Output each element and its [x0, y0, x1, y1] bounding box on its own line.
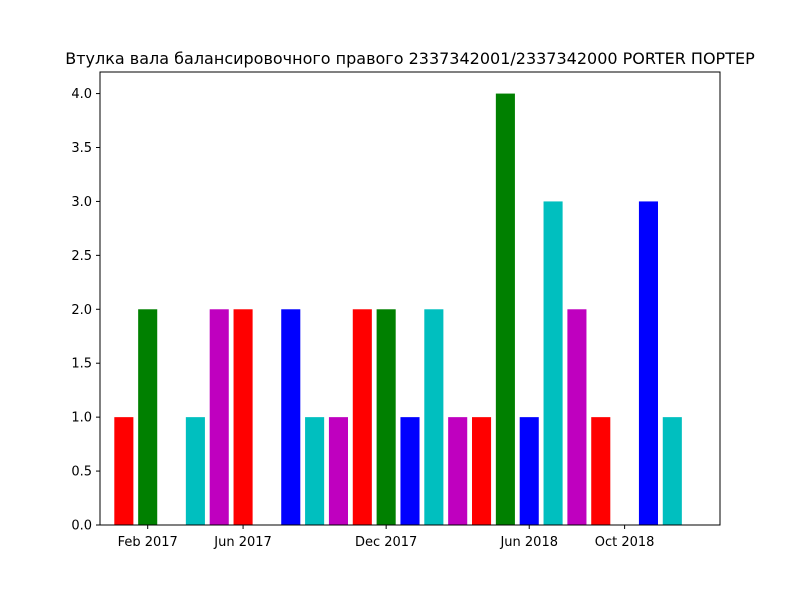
y-tick-label: 1.0: [71, 411, 92, 426]
x-tick-label: Dec 2017: [355, 535, 417, 550]
bar-2017-12-01: [376, 309, 396, 525]
bar-2017-01-01: [114, 417, 134, 525]
bar-2018-07-01: [543, 201, 563, 525]
y-tick-label: 0.0: [71, 519, 92, 534]
bar-2018-01-01: [400, 417, 420, 525]
y-tick-label: 2.0: [71, 303, 92, 318]
x-tick-label: Feb 2017: [118, 535, 178, 550]
bar-2017-09-01: [305, 417, 325, 525]
y-tick-label: 4.0: [71, 87, 92, 102]
x-axis: Feb 2017 Jun 2017 Dec 2017 Jun 2018 Oct 2018: [118, 525, 655, 550]
bar-2018-06-01: [519, 417, 539, 525]
bar-2017-06-01: [233, 309, 253, 525]
bars-group: [114, 93, 682, 526]
y-tick-label: 3.5: [71, 141, 92, 156]
bar-2018-12-01: [662, 417, 682, 525]
bar-2017-11-01: [352, 309, 372, 525]
y-axis: 0.0 0.5 1.0 1.5 2.0 2.5 3.0 3.5 4.0: [71, 87, 100, 534]
plot-frame: [99, 71, 721, 526]
bar-2017-02-01: [138, 309, 158, 525]
bar-2018-11-01: [638, 201, 658, 525]
x-tick-label: Jun 2017: [213, 535, 272, 550]
bar-2017-04-01: [185, 417, 205, 525]
y-tick-label: 1.5: [71, 357, 92, 372]
bar-2018-08-01: [567, 309, 587, 525]
y-tick-label: 2.5: [71, 249, 92, 264]
x-tick-label: Jun 2018: [499, 535, 558, 550]
bar-2018-03-01: [448, 417, 468, 525]
bar-2018-05-01: [495, 93, 515, 526]
bar-2017-05-01: [209, 309, 229, 525]
bar-2018-02-01: [424, 309, 444, 525]
bar-2018-09-01: [591, 417, 611, 525]
y-tick-label: 0.5: [71, 465, 92, 480]
bar-2017-08-01: [281, 309, 301, 525]
bar-2017-10-01: [328, 417, 348, 525]
bar-2018-04-01: [472, 417, 492, 525]
chart-title: Втулка вала балансировочного правого 233…: [65, 49, 755, 68]
x-tick-label: Oct 2018: [595, 535, 655, 550]
y-tick-label: 3.0: [71, 195, 92, 210]
